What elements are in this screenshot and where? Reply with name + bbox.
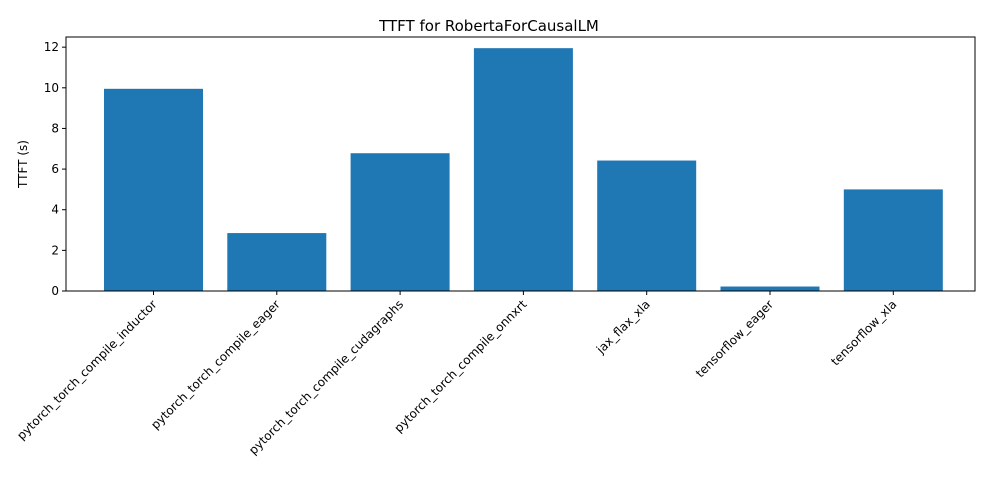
x-tick-label: tensorflow_eager [693, 297, 776, 380]
x-tick-label: pytorch_torch_compile_cudagraphs [246, 297, 406, 457]
y-tick-label: 4 [51, 203, 59, 217]
x-tick-label: jax_flax_xla [593, 297, 653, 357]
chart-title: TTFT for RobertaForCausalLM [378, 17, 599, 35]
x-tick-label: tensorflow_xla [828, 297, 899, 368]
plot-frame [65, 36, 976, 292]
y-tick-label: 10 [44, 81, 59, 95]
bar-pytorch_torch_compile_cudagraphs [350, 153, 450, 291]
x-tick-label: pytorch_torch_compile_inductor [14, 297, 159, 442]
bar-pytorch_torch_compile_eager [227, 233, 327, 291]
y-tick-label: 12 [44, 40, 59, 54]
bar-jax_flax_xla [597, 160, 697, 291]
bars-group [104, 48, 943, 292]
y-axis-label: TTFT (s) [16, 140, 30, 189]
y-tick-label: 2 [51, 243, 59, 257]
y-axis: 0 2 4 6 8 10 12 [44, 40, 66, 298]
bar-pytorch_torch_compile_onnxrt [473, 48, 573, 292]
y-tick-label: 6 [51, 162, 59, 176]
y-tick-label: 0 [51, 284, 59, 298]
x-tick-label: pytorch_torch_compile_eager [148, 297, 283, 432]
bar-tensorflow_eager [720, 286, 820, 291]
y-tick-label: 8 [51, 121, 59, 135]
bar-pytorch_torch_compile_inductor [104, 88, 203, 291]
x-tick-label: pytorch_torch_compile_onnxrt [392, 297, 530, 435]
x-axis: pytorch_torch_compile_inductorpytorch_to… [14, 291, 899, 457]
bar-tensorflow_xla [843, 189, 943, 291]
